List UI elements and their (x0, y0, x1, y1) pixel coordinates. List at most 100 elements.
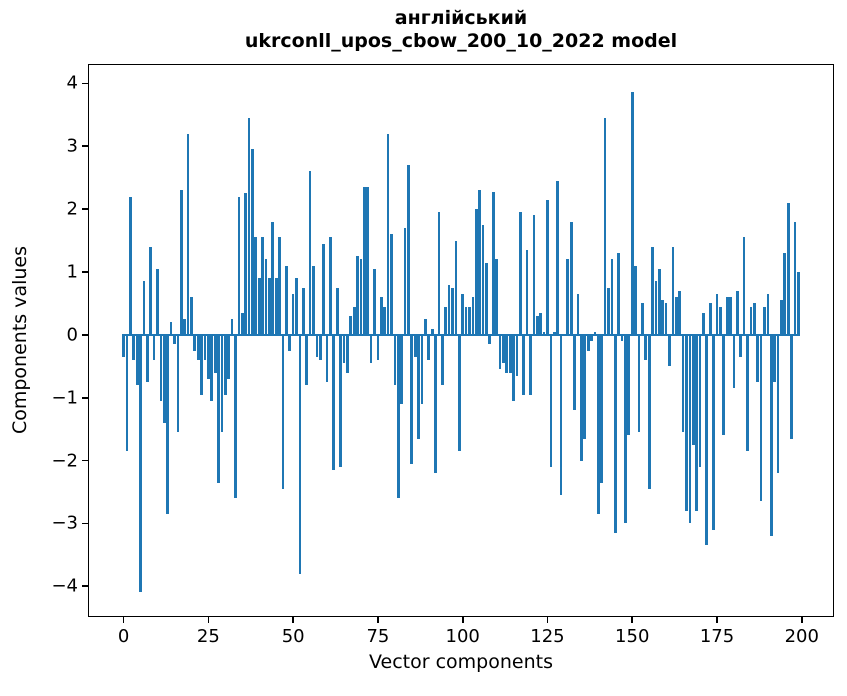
bar (732, 334, 736, 389)
bar (349, 315, 353, 335)
bar (244, 193, 248, 335)
x-tick-mark (207, 617, 210, 623)
y-tick-label: 4 (66, 72, 78, 94)
bar (674, 297, 678, 335)
bar (773, 334, 776, 382)
bar (379, 297, 383, 335)
bar (552, 331, 556, 335)
bar (332, 334, 336, 470)
zero-line (122, 334, 800, 336)
bar (437, 212, 441, 335)
bar (508, 334, 512, 373)
bar (691, 334, 695, 445)
bar (322, 243, 325, 335)
x-tick-mark (631, 617, 634, 623)
bar (461, 293, 465, 335)
y-tick-label: −4 (51, 575, 78, 597)
bar (237, 196, 241, 335)
bar (593, 331, 597, 335)
y-tick-label: 3 (66, 135, 78, 157)
bar (491, 191, 495, 335)
bar (549, 334, 553, 467)
bar (529, 334, 532, 395)
bar (742, 237, 746, 335)
x-tick-mark (800, 617, 803, 623)
bar (647, 334, 651, 489)
bar (641, 303, 644, 335)
bar (518, 212, 522, 335)
bar (488, 334, 492, 345)
bar (752, 303, 756, 335)
bar (407, 165, 410, 335)
bar (169, 322, 173, 335)
bar (356, 256, 359, 335)
bar (749, 306, 753, 335)
bar (186, 133, 190, 335)
bar (756, 334, 760, 382)
bar (234, 334, 237, 499)
bar (586, 334, 590, 351)
bar (278, 237, 281, 335)
bar (386, 133, 390, 335)
bar (223, 334, 227, 395)
x-tick-mark (716, 617, 718, 623)
bar (495, 259, 498, 335)
bar (410, 334, 414, 464)
bar (786, 202, 790, 335)
bar (630, 91, 634, 335)
y-tick-label: 1 (66, 261, 78, 283)
bar (152, 334, 156, 360)
bar (312, 265, 315, 335)
bar (383, 306, 387, 335)
bar (722, 334, 726, 436)
bar (434, 334, 437, 474)
bar (600, 334, 604, 483)
bar (400, 334, 403, 404)
bar (145, 334, 149, 382)
bar (318, 334, 322, 360)
bar (288, 334, 292, 351)
y-tick-mark (82, 208, 88, 210)
bar (295, 278, 298, 335)
bar (210, 334, 214, 401)
bar (634, 265, 637, 335)
bar (156, 268, 159, 335)
bar (498, 334, 502, 370)
bar (563, 334, 566, 336)
bar (200, 334, 203, 395)
bar (468, 306, 471, 335)
bar (569, 221, 573, 335)
bar (413, 334, 417, 357)
y-axis-label: Components values (9, 245, 31, 435)
bar (719, 306, 722, 335)
bar (522, 334, 526, 395)
bar (159, 334, 163, 401)
x-tick-label: 150 (615, 626, 650, 647)
bar (129, 196, 132, 335)
bar (681, 334, 685, 433)
bar (759, 334, 763, 502)
bar (607, 287, 610, 335)
bar (478, 190, 481, 335)
y-tick-label: −3 (51, 512, 78, 534)
bar (556, 180, 559, 335)
bar (264, 259, 268, 335)
bar (698, 334, 702, 467)
y-tick-label: −2 (51, 450, 78, 472)
bar (447, 284, 451, 335)
bar (125, 334, 129, 452)
y-tick-mark (82, 82, 88, 85)
bar (339, 334, 342, 467)
bar (196, 334, 200, 360)
bar (559, 334, 563, 496)
bar (668, 334, 671, 367)
bar (403, 228, 407, 335)
chart-title-block: англійський ukrconll_upos_cbow_200_10_20… (88, 7, 834, 53)
bar (285, 265, 288, 335)
bar (207, 334, 210, 379)
bar (230, 319, 234, 335)
bar (281, 334, 285, 489)
bar (658, 268, 661, 335)
bar (736, 290, 739, 335)
bar (620, 334, 624, 342)
